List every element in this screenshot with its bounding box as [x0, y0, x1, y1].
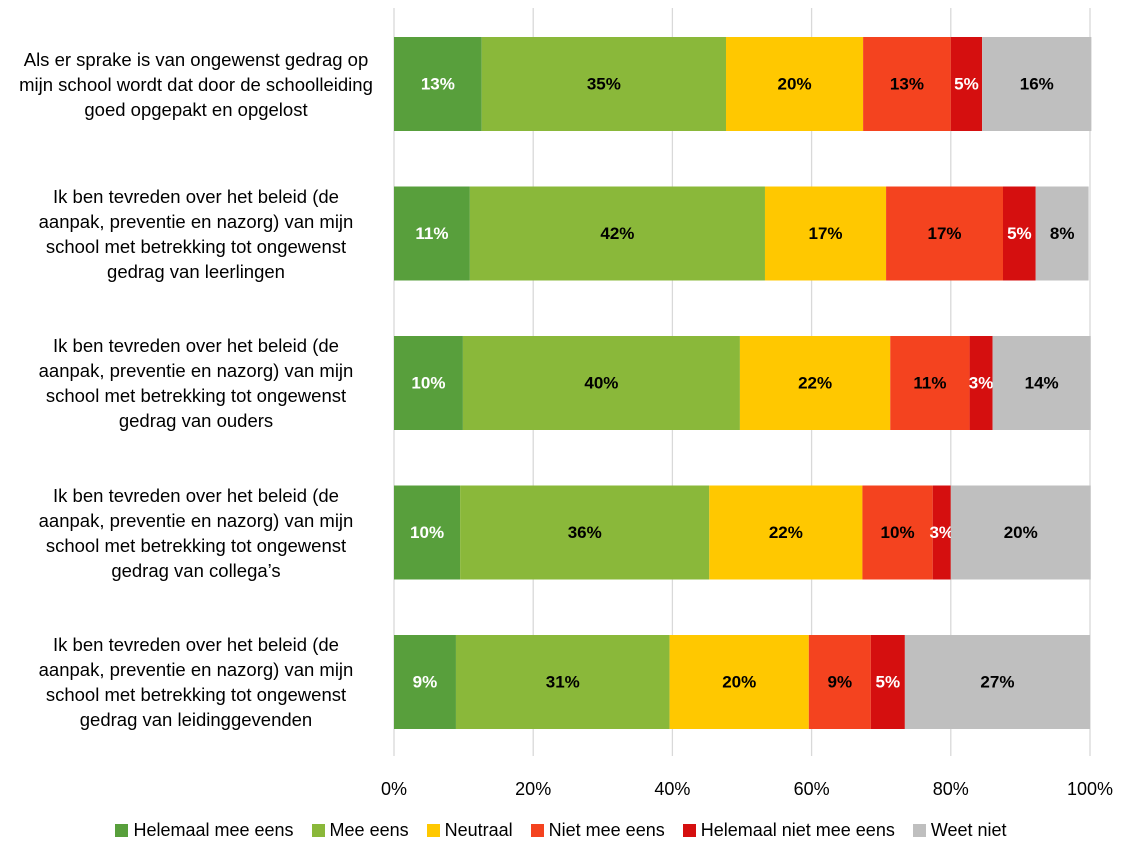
data-label: 20%: [1004, 523, 1038, 542]
bar-segment: [669, 635, 809, 729]
bar-segment: [394, 336, 463, 430]
category-text: Ik ben tevreden over het beleid (de aanp…: [38, 335, 354, 431]
bar-segment: [969, 336, 993, 430]
legend-label: Helemaal niet mee eens: [700, 820, 895, 840]
data-label: 22%: [798, 373, 832, 392]
data-label: 13%: [890, 74, 924, 93]
category-label: Ik ben tevreden over het beleid (de aanp…: [0, 308, 392, 458]
data-label: 5%: [954, 74, 979, 93]
bar-segment: [739, 336, 891, 430]
data-label: 5%: [1007, 224, 1032, 243]
x-tick-label: 100%: [1067, 779, 1113, 799]
data-label: 31%: [546, 672, 580, 691]
bar-segment: [469, 186, 765, 281]
legend-swatch: [426, 824, 440, 837]
data-label: 14%: [1025, 373, 1059, 392]
bar-segment: [808, 635, 871, 729]
legend-item: Helemaal niet mee eens: [682, 820, 895, 841]
bar-segment: [862, 485, 933, 580]
bar-segment: [890, 336, 970, 430]
bar-segment: [904, 635, 1090, 729]
legend-item: Niet mee eens: [530, 820, 665, 841]
bar-segment: [709, 485, 863, 580]
x-tick-label: 20%: [515, 779, 551, 799]
data-label: 17%: [809, 224, 843, 243]
legend-item: Mee eens: [311, 820, 409, 841]
data-label: 3%: [929, 523, 954, 542]
data-label: 10%: [411, 373, 445, 392]
bar-segment: [462, 336, 740, 430]
legend-label: Neutraal: [444, 820, 513, 840]
bar-segment: [886, 186, 1003, 281]
bar-segment: [455, 635, 670, 729]
data-label: 10%: [410, 523, 444, 542]
legend-swatch: [115, 824, 129, 837]
legend-label: Mee eens: [329, 820, 409, 840]
category-label: Ik ben tevreden over het beleid (de aanp…: [0, 159, 392, 309]
data-label: 22%: [769, 523, 803, 542]
category-text: Ik ben tevreden over het beleid (de aanp…: [38, 634, 354, 730]
legend-swatch: [530, 824, 544, 837]
x-tick-label: 40%: [654, 779, 690, 799]
x-tick-label: 0%: [381, 779, 407, 799]
bar-segment: [764, 186, 887, 281]
data-label: 36%: [568, 523, 602, 542]
category-label: Ik ben tevreden over het beleid (de aanp…: [0, 607, 392, 757]
data-label: 20%: [722, 672, 756, 691]
legend-item: Weet niet: [912, 820, 1007, 841]
category-label: Ik ben tevreden over het beleid (de aanp…: [0, 458, 392, 608]
bar-segment: [932, 485, 951, 580]
legend-label: Niet mee eens: [548, 820, 665, 840]
legend-swatch: [912, 824, 926, 837]
data-label: 10%: [881, 523, 915, 542]
data-label: 40%: [584, 373, 618, 392]
data-label: 9%: [413, 672, 438, 691]
data-label: 8%: [1050, 224, 1075, 243]
data-label: 16%: [1020, 74, 1054, 93]
data-label: 11%: [913, 373, 946, 392]
data-label: 17%: [928, 224, 962, 243]
data-label: 11%: [415, 224, 448, 243]
data-label: 27%: [980, 672, 1014, 691]
bar-segment: [982, 37, 1092, 131]
bar-segment: [870, 635, 905, 729]
x-tick-label: 80%: [933, 779, 969, 799]
legend-swatch: [682, 824, 696, 837]
category-label: Als er sprake is van ongewenst gedrag op…: [0, 9, 392, 159]
data-label: 9%: [827, 672, 852, 691]
bar-segment: [992, 336, 1091, 430]
legend-swatch: [311, 824, 325, 837]
data-label: 20%: [778, 74, 812, 93]
bar-segment: [460, 485, 710, 580]
bar-segment: [1035, 186, 1089, 281]
bar-segment: [725, 37, 864, 131]
legend-label: Helemaal mee eens: [133, 820, 294, 840]
data-label: 3%: [969, 373, 994, 392]
legend-item: Helemaal mee eens: [115, 820, 294, 841]
bar-segment: [394, 186, 470, 281]
bar-segment: [394, 635, 456, 729]
category-text: Als er sprake is van ongewenst gedrag op…: [19, 48, 373, 120]
category-text: Ik ben tevreden over het beleid (de aanp…: [38, 185, 354, 282]
x-tick-label: 60%: [794, 779, 830, 799]
bar-segment: [1003, 186, 1036, 281]
bar-segment: [394, 485, 461, 580]
data-label: 13%: [421, 74, 455, 93]
data-label: 35%: [587, 74, 621, 93]
legend-label: Weet niet: [930, 820, 1007, 840]
data-label: 42%: [600, 224, 634, 243]
bar-segment: [481, 37, 726, 131]
data-label: 5%: [876, 672, 901, 691]
bar-segment: [394, 37, 482, 131]
bar-segment: [863, 37, 951, 131]
legend-item: Neutraal: [426, 820, 513, 841]
legend: Helemaal mee eens Mee eens Neutraal Niet me…: [0, 820, 1122, 841]
bar-segment: [950, 37, 983, 131]
bar-segment: [950, 485, 1091, 580]
category-text: Ik ben tevreden over het beleid (de aanp…: [38, 484, 354, 581]
